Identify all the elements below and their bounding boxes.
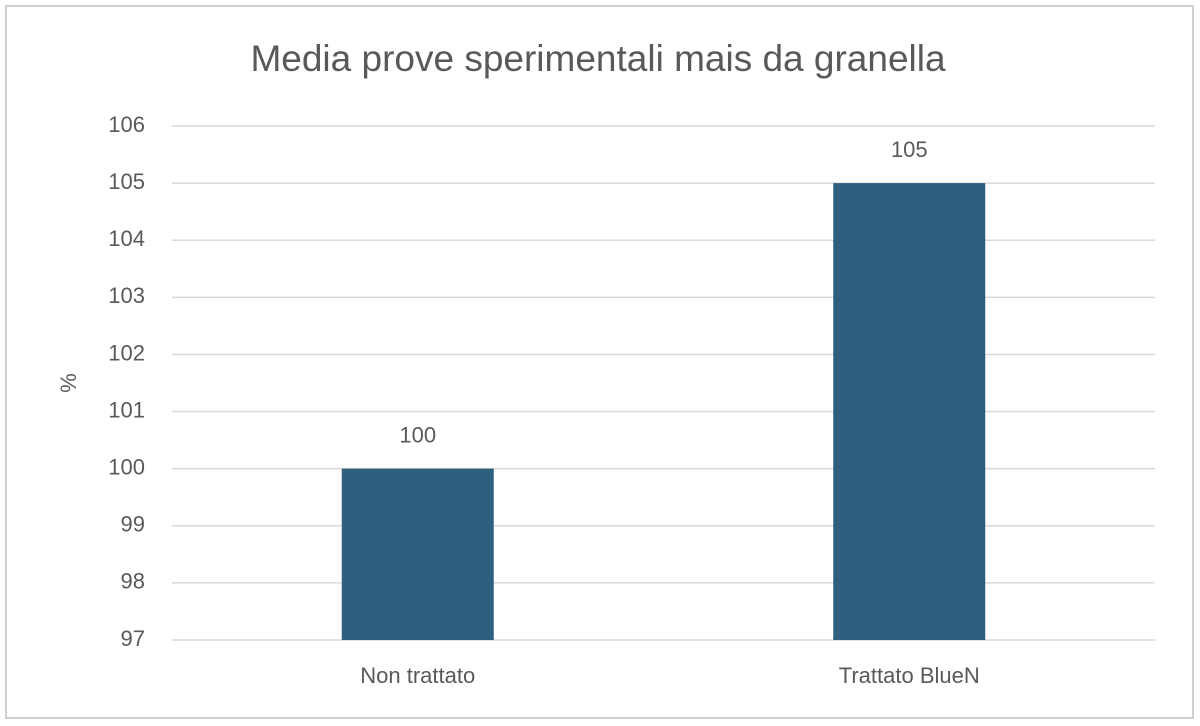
x-tick-label: Trattato BlueN (839, 663, 980, 688)
y-tick-label: 105 (108, 169, 145, 194)
y-tick-label: 100 (108, 454, 145, 479)
bar (341, 468, 494, 640)
bar (833, 183, 986, 640)
x-tick-label: Non trattato (360, 663, 475, 688)
y-tick-label: 97 (121, 626, 145, 651)
data-label: 105 (891, 137, 928, 162)
y-tick-label: 106 (108, 112, 145, 137)
y-tick-label: 104 (108, 226, 145, 251)
data-label: 100 (399, 422, 436, 447)
y-tick-label: 102 (108, 340, 145, 365)
y-axis-label: % (56, 373, 81, 393)
chart-title: Media prove sperimentali mais da granell… (250, 38, 946, 79)
y-tick-label: 99 (121, 512, 145, 537)
y-tick-label: 98 (121, 569, 145, 594)
y-tick-label: 101 (108, 397, 145, 422)
y-tick-label: 103 (108, 283, 145, 308)
chart-border (5, 5, 1194, 719)
